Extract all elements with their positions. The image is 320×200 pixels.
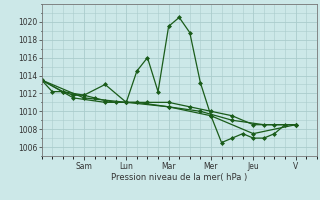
X-axis label: Pression niveau de la mer( hPa ): Pression niveau de la mer( hPa )	[111, 173, 247, 182]
